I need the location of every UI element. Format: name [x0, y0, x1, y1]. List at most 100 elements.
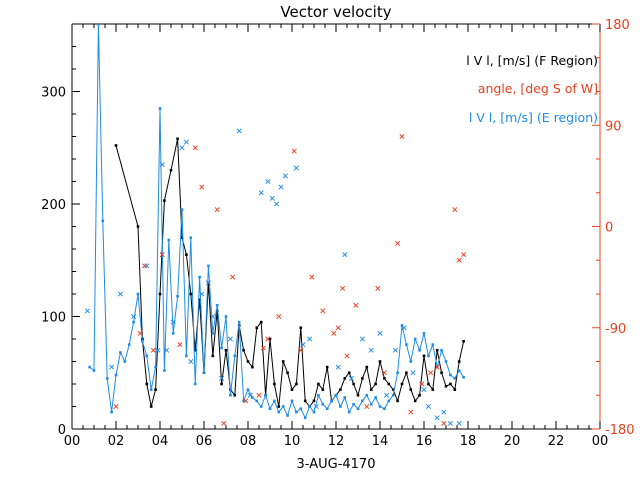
data-point [449, 373, 452, 377]
data-point [447, 420, 453, 426]
x-tick-label: 12 [328, 434, 345, 449]
data-point [325, 365, 329, 369]
data-point [224, 348, 228, 352]
data-point [113, 403, 119, 410]
data-point [189, 292, 193, 296]
data-point [383, 407, 386, 411]
data-point [409, 388, 413, 391]
data-point [374, 382, 377, 386]
data-point [265, 178, 271, 185]
data-point [92, 369, 96, 372]
data-point [378, 405, 382, 408]
data-point [449, 382, 452, 386]
data-point [101, 219, 105, 223]
x-axis: 00 02 04 06 08 10 12 14 16 18 20 22 00 [64, 24, 608, 449]
data-point [164, 347, 170, 353]
series-angle-e-region [84, 128, 462, 426]
data-point [114, 373, 118, 377]
data-point [233, 393, 237, 397]
data-point [300, 342, 306, 348]
data-point [456, 420, 462, 426]
data-point [163, 369, 166, 372]
data-point [176, 294, 179, 298]
data-point [84, 308, 90, 314]
data-point [308, 405, 311, 408]
data-point [342, 252, 348, 258]
data-point [227, 336, 233, 342]
chart-title: Vector velocity [280, 3, 391, 21]
data-point [224, 315, 228, 318]
data-point [444, 360, 448, 363]
data-point [258, 190, 264, 196]
data-point [418, 393, 421, 397]
data-point [255, 399, 259, 403]
data-point [159, 252, 165, 258]
data-point [177, 342, 183, 348]
data-point [396, 399, 399, 403]
data-point [163, 199, 166, 202]
data-point [127, 343, 131, 346]
data-point [233, 354, 237, 358]
data-point [193, 382, 197, 386]
data-point [352, 402, 355, 406]
data-point [353, 302, 359, 308]
data-point [185, 253, 188, 256]
y2-tick-label: -180 [605, 423, 635, 438]
data-point [246, 388, 250, 391]
series-angle-deg-s-of-w [113, 133, 467, 426]
data-point [325, 407, 329, 411]
y-axis-right: -180 -90 0 90 180 [592, 18, 635, 438]
data-point [131, 313, 137, 320]
data-point [220, 346, 223, 350]
data-point [303, 416, 307, 420]
x-tick-label: 02 [108, 434, 125, 449]
data-point [422, 332, 426, 335]
data-point [210, 313, 216, 320]
data-point [361, 377, 364, 380]
data-point [413, 337, 417, 341]
data-point [236, 128, 242, 134]
data-point [169, 168, 173, 172]
data-point [255, 326, 259, 330]
data-point [150, 347, 156, 353]
y-tick-label: 300 [41, 86, 66, 101]
data-point [211, 354, 215, 358]
data-point [277, 405, 281, 408]
data-point [434, 364, 440, 370]
data-point [356, 393, 360, 397]
data-point [123, 360, 127, 363]
data-point [219, 375, 225, 381]
data-point [268, 337, 272, 341]
x-tick-label: 04 [152, 434, 169, 449]
y-tick-label: 200 [41, 198, 66, 213]
data-point [383, 377, 386, 380]
data-point [335, 325, 341, 331]
data-point [155, 347, 161, 353]
data-point [286, 414, 289, 417]
data-point [343, 396, 347, 399]
x-tick-label: 22 [548, 434, 565, 449]
data-point [277, 410, 281, 414]
data-point [381, 370, 387, 376]
data-point [425, 403, 431, 410]
data-point [347, 371, 351, 375]
y-tick-label: 100 [41, 311, 66, 326]
y-tick-label: 0 [58, 423, 66, 438]
data-point [170, 319, 176, 325]
data-point [274, 201, 280, 207]
data-point [331, 330, 337, 336]
data-point [391, 393, 395, 397]
data-point [405, 371, 408, 375]
legend-entry: angle, [deg S of W] [478, 81, 598, 96]
data-point [149, 388, 153, 391]
data-point [387, 382, 391, 386]
data-point [158, 292, 162, 296]
data-point [273, 382, 276, 386]
data-point [440, 371, 443, 375]
data-point [299, 407, 303, 411]
data-point [293, 165, 299, 171]
data-point [434, 415, 440, 421]
data-point [457, 369, 461, 372]
data-point [242, 348, 245, 352]
data-point [158, 107, 162, 110]
